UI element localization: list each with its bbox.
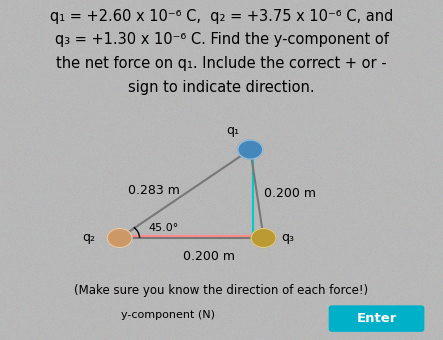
Text: 0.200 m: 0.200 m: [183, 250, 235, 263]
Text: Enter: Enter: [356, 312, 397, 325]
Text: 45.0°: 45.0°: [148, 223, 179, 234]
Text: sign to indicate direction.: sign to indicate direction.: [128, 80, 315, 95]
Circle shape: [107, 228, 132, 248]
Text: y-component (N): y-component (N): [121, 309, 215, 320]
Text: q₃ = +1.30 x 10⁻⁶ C. Find the y-component of: q₃ = +1.30 x 10⁻⁶ C. Find the y-componen…: [54, 32, 389, 47]
Text: q₂: q₂: [82, 232, 95, 244]
Text: q₁ = +2.60 x 10⁻⁶ C,  q₂ = +3.75 x 10⁻⁶ C, and: q₁ = +2.60 x 10⁻⁶ C, q₂ = +3.75 x 10⁻⁶ C…: [50, 8, 393, 23]
Circle shape: [238, 140, 263, 159]
Text: q₃: q₃: [281, 232, 295, 244]
Circle shape: [251, 228, 276, 248]
Text: the net force on q₁. Include the correct + or -: the net force on q₁. Include the correct…: [56, 56, 387, 71]
FancyBboxPatch shape: [329, 305, 424, 332]
Text: q₁: q₁: [226, 124, 239, 137]
Text: 0.200 m: 0.200 m: [264, 187, 316, 200]
Text: (Make sure you know the direction of each force!): (Make sure you know the direction of eac…: [74, 284, 369, 297]
Text: 0.283 m: 0.283 m: [128, 184, 180, 197]
